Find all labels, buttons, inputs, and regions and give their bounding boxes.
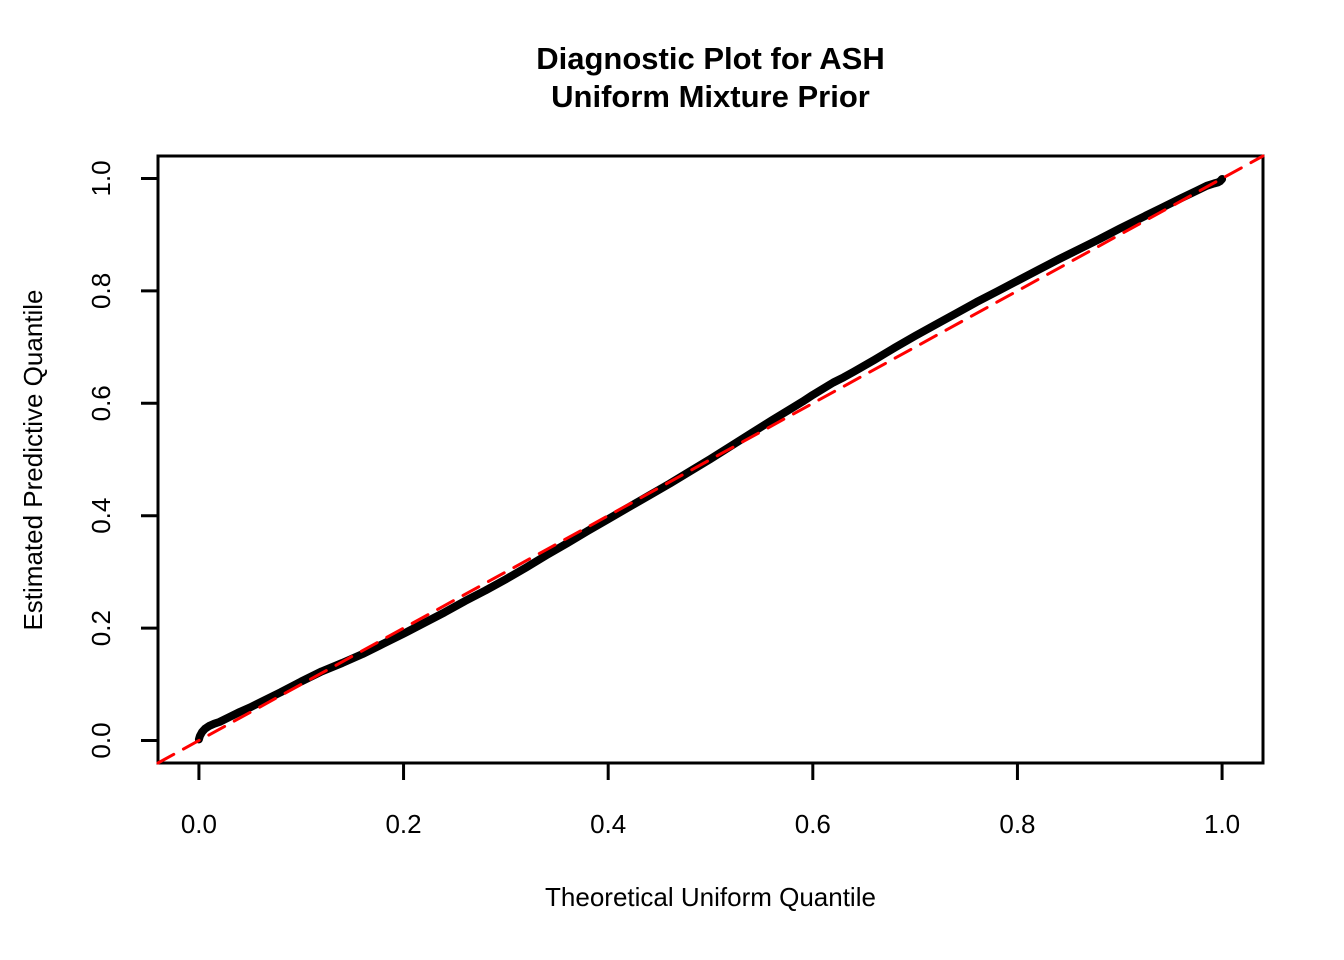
plot-frame (156, 154, 1265, 765)
y-tick-label: 1.0 (86, 160, 116, 196)
y-tick-label: 0.2 (86, 610, 116, 646)
plot-title: Diagnostic Plot for ASH Uniform Mixture … (158, 40, 1263, 116)
x-tick-label: 0.4 (590, 809, 626, 839)
x-tick-label: 0.6 (795, 809, 831, 839)
reference-diagonal (156, 154, 1265, 765)
x-tick-label: 1.0 (1204, 809, 1240, 839)
y-tick-label: 0.4 (86, 498, 116, 534)
x-axis-title: Theoretical Uniform Quantile (545, 882, 876, 912)
y-tick-label: 0.0 (86, 722, 116, 758)
x-tick-label: 0.2 (385, 809, 421, 839)
data-series (156, 154, 1265, 765)
plot-title-line1: Diagnostic Plot for ASH (536, 41, 885, 76)
x-tick-label: 0.8 (999, 809, 1035, 839)
plot-title-line2: Uniform Mixture Prior (551, 79, 870, 114)
y-tick-label: 0.8 (86, 273, 116, 309)
y-tick-label: 0.6 (86, 385, 116, 421)
axis-ticks: 0.0 0.2 0.4 0.6 0.8 1.0 0.0 0.2 0.4 0.6 0.8 1.0 (86, 160, 1240, 839)
x-tick-label: 0.0 (181, 809, 217, 839)
y-axis-title: Estimated Predictive Quantile (18, 289, 48, 631)
